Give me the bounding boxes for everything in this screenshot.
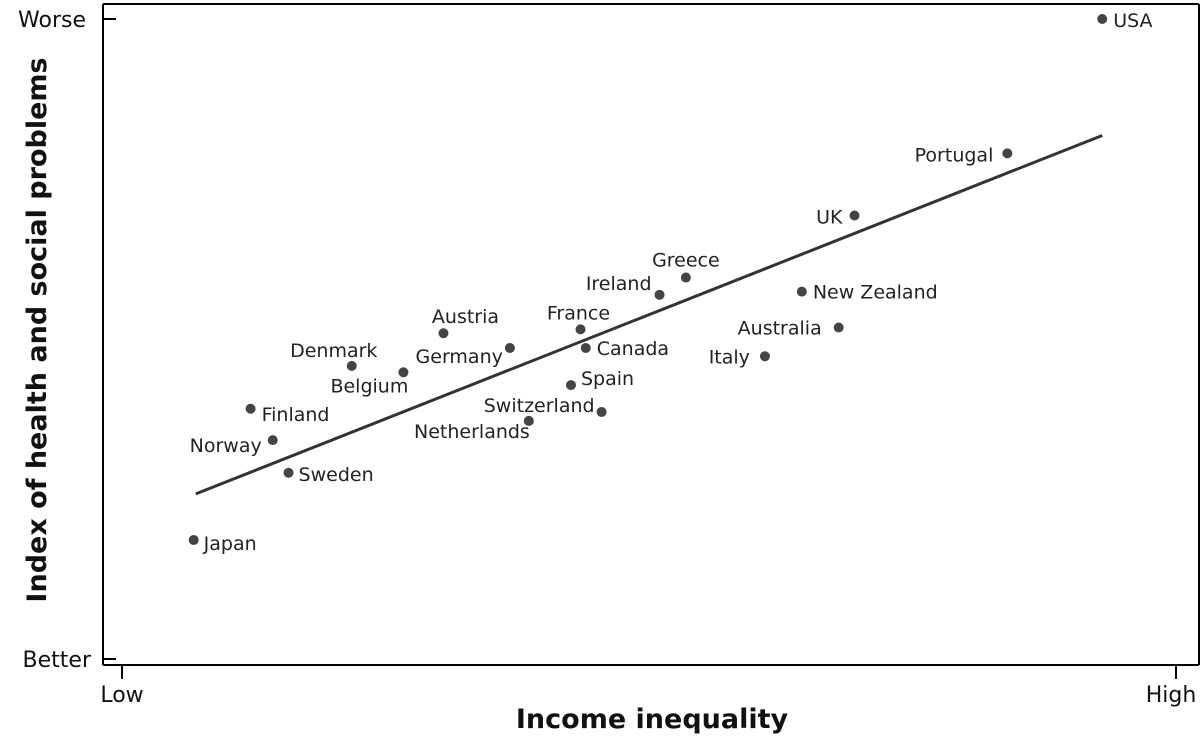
axes xyxy=(102,3,1200,679)
point-switzerland xyxy=(596,406,607,417)
point-portugal xyxy=(1002,148,1013,159)
label-sweden: Sweden xyxy=(299,464,374,486)
point-australia xyxy=(833,322,844,333)
point-austria xyxy=(438,328,449,339)
label-canada: Canada xyxy=(597,338,669,360)
point-denmark xyxy=(346,360,357,371)
point-new-zealand xyxy=(796,286,807,297)
point-sweden xyxy=(283,467,294,478)
label-norway: Norway xyxy=(190,435,262,457)
point-canada xyxy=(580,342,591,353)
point-greece xyxy=(680,272,691,283)
point-france xyxy=(575,324,586,335)
label-france: France xyxy=(547,302,610,324)
point-finland xyxy=(245,403,256,414)
point-italy xyxy=(759,351,770,362)
label-greece: Greece xyxy=(652,250,720,272)
label-austria: Austria xyxy=(432,306,499,328)
point-spain xyxy=(566,380,577,391)
label-usa: USA xyxy=(1113,10,1152,32)
label-denmark: Denmark xyxy=(290,340,377,362)
trend-line xyxy=(195,134,1103,496)
y-tick-label-worse: Worse xyxy=(18,8,86,33)
label-switzerland: Switzerland xyxy=(484,395,595,417)
point-japan xyxy=(188,534,199,545)
label-italy: Italy xyxy=(709,346,750,368)
label-ireland: Ireland xyxy=(586,273,652,295)
label-belgium: Belgium xyxy=(330,375,408,397)
point-usa xyxy=(1097,14,1108,24)
y-axis-title: Index of health and social problems xyxy=(22,57,53,602)
label-new-zealand: New Zealand xyxy=(813,282,938,304)
label-uk: UK xyxy=(816,206,843,228)
label-portugal: Portugal xyxy=(915,144,994,166)
point-norway xyxy=(267,435,278,446)
point-germany xyxy=(504,342,515,353)
point-belgium xyxy=(398,367,409,378)
label-finland: Finland xyxy=(262,404,330,426)
point-netherlands xyxy=(523,415,534,426)
label-australia: Australia xyxy=(738,317,822,339)
label-netherlands: Netherlands xyxy=(414,421,530,443)
point-uk xyxy=(849,210,860,221)
label-japan: Japan xyxy=(203,533,257,555)
x-tick-label-high: High xyxy=(1146,683,1197,708)
x-tick-label-low: Low xyxy=(100,683,143,708)
point-ireland xyxy=(654,289,665,300)
label-spain: Spain xyxy=(581,368,634,390)
label-germany: Germany xyxy=(416,346,503,368)
y-tick-label-better: Better xyxy=(23,648,92,673)
x-axis-title: Income inequality xyxy=(516,704,789,735)
